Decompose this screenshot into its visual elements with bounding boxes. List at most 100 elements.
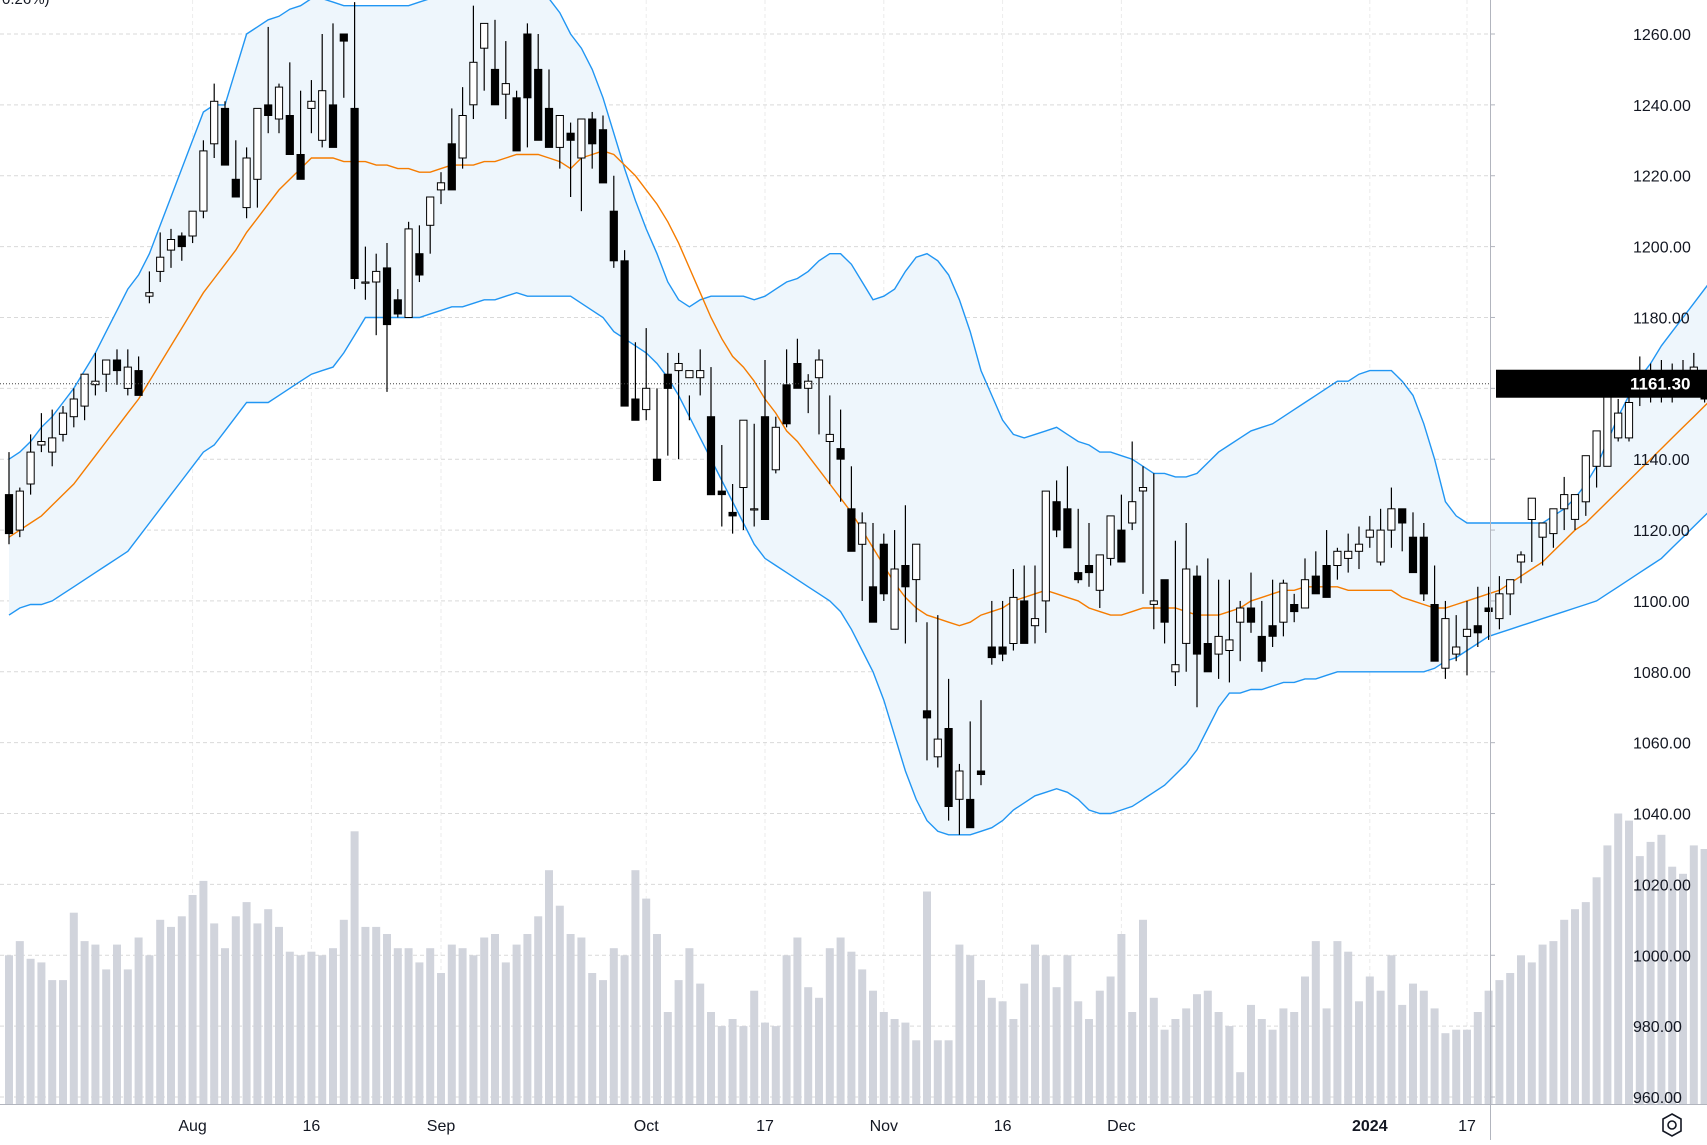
- candle[interactable]: [1030, 565, 1040, 644]
- candle[interactable]: [404, 221, 413, 318]
- candle[interactable]: [1344, 533, 1353, 573]
- candle[interactable]: [631, 342, 640, 421]
- candle[interactable]: [296, 90, 305, 180]
- candle[interactable]: [480, 22, 489, 91]
- candle[interactable]: [588, 111, 597, 169]
- candle[interactable]: [264, 26, 273, 134]
- candle[interactable]: [134, 356, 143, 396]
- candle[interactable]: [1052, 480, 1061, 538]
- candle[interactable]: [1419, 522, 1428, 601]
- candle[interactable]: [393, 289, 402, 318]
- candle[interactable]: [426, 196, 435, 254]
- candle[interactable]: [102, 359, 111, 392]
- candle[interactable]: [750, 423, 759, 527]
- candle[interactable]: [976, 700, 986, 786]
- candle[interactable]: [1246, 572, 1256, 633]
- candle[interactable]: [166, 228, 176, 268]
- candle[interactable]: [1592, 430, 1601, 488]
- candle[interactable]: [274, 83, 284, 134]
- candle[interactable]: [512, 90, 521, 152]
- candle[interactable]: [58, 406, 68, 442]
- candle[interactable]: [555, 115, 564, 169]
- candle[interactable]: [652, 388, 662, 482]
- candle[interactable]: [469, 5, 478, 120]
- candle[interactable]: [1192, 565, 1202, 708]
- candle[interactable]: [490, 19, 500, 106]
- candle[interactable]: [836, 409, 845, 502]
- settings-button[interactable]: [1651, 1112, 1693, 1138]
- candle[interactable]: [220, 101, 230, 166]
- candle[interactable]: [339, 33, 348, 98]
- candle[interactable]: [609, 175, 618, 268]
- candle[interactable]: [1063, 466, 1072, 549]
- candle[interactable]: [1516, 551, 1526, 584]
- candle[interactable]: [1354, 526, 1364, 570]
- candle[interactable]: [1484, 586, 1493, 640]
- candle[interactable]: [1149, 473, 1158, 630]
- candle[interactable]: [1527, 497, 1536, 562]
- candle[interactable]: [382, 243, 392, 392]
- candle[interactable]: [1430, 565, 1439, 662]
- candle[interactable]: [1225, 579, 1234, 683]
- candle[interactable]: [372, 253, 381, 336]
- candle[interactable]: [1106, 515, 1115, 566]
- candle[interactable]: [566, 122, 575, 197]
- candle[interactable]: [1365, 515, 1374, 548]
- candle[interactable]: [328, 23, 338, 148]
- candle[interactable]: [955, 763, 964, 835]
- candle[interactable]: [1214, 579, 1223, 679]
- candle[interactable]: [642, 328, 651, 421]
- candle[interactable]: [847, 466, 856, 552]
- candle[interactable]: [728, 484, 737, 534]
- candle[interactable]: [48, 409, 57, 467]
- candle[interactable]: [1398, 508, 1407, 552]
- candle[interactable]: [15, 487, 24, 538]
- candle[interactable]: [782, 349, 791, 428]
- candle[interactable]: [1095, 554, 1104, 609]
- candle[interactable]: [1020, 565, 1029, 644]
- candle[interactable]: [663, 352, 672, 456]
- candle[interactable]: [1506, 579, 1515, 616]
- candle[interactable]: [1570, 494, 1580, 531]
- candle[interactable]: [534, 34, 543, 141]
- candle[interactable]: [1300, 558, 1310, 609]
- candle[interactable]: [544, 69, 554, 148]
- candle[interactable]: [706, 367, 716, 496]
- candle[interactable]: [112, 349, 122, 385]
- candle[interactable]: [307, 80, 316, 134]
- candle[interactable]: [1387, 487, 1396, 548]
- candle[interactable]: [1560, 476, 1569, 531]
- candle[interactable]: [501, 41, 510, 120]
- candle[interactable]: [156, 232, 165, 283]
- candle[interactable]: [1138, 466, 1148, 594]
- candle[interactable]: [685, 370, 694, 421]
- candle[interactable]: [231, 140, 240, 198]
- candle[interactable]: [242, 147, 251, 219]
- candle[interactable]: [620, 250, 629, 407]
- candle[interactable]: [760, 359, 770, 521]
- candle[interactable]: [868, 522, 878, 623]
- candle[interactable]: [890, 530, 899, 630]
- candle[interactable]: [825, 395, 834, 485]
- candle[interactable]: [1376, 508, 1385, 566]
- candle[interactable]: [26, 434, 35, 495]
- candle[interactable]: [361, 246, 370, 300]
- candle[interactable]: [1495, 576, 1504, 630]
- candle[interactable]: [1473, 586, 1482, 647]
- candle[interactable]: [1333, 547, 1342, 580]
- candle[interactable]: [922, 622, 932, 761]
- candle[interactable]: [1614, 398, 1623, 442]
- candle[interactable]: [739, 419, 748, 531]
- candle[interactable]: [123, 349, 132, 396]
- candle[interactable]: [1236, 600, 1245, 662]
- candle[interactable]: [447, 108, 456, 191]
- candle[interactable]: [1128, 441, 1137, 531]
- candle[interactable]: [1268, 579, 1277, 647]
- candle[interactable]: [1538, 522, 1547, 566]
- candle[interactable]: [1182, 522, 1191, 672]
- candle[interactable]: [1160, 579, 1169, 644]
- candle[interactable]: [814, 349, 824, 435]
- candle[interactable]: [458, 87, 467, 169]
- candle[interactable]: [1041, 490, 1050, 633]
